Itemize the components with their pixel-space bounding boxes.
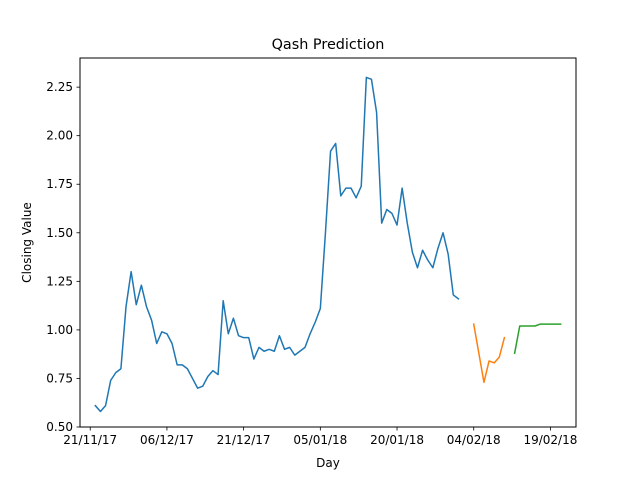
chart-title: Qash Prediction: [272, 37, 385, 53]
y-tick-label: 2.00: [46, 129, 73, 143]
x-tick-label: 19/02/18: [523, 433, 577, 447]
y-tick-label: 0.50: [46, 420, 73, 434]
series-line-2: [472, 323, 506, 384]
x-tick-label: 05/01/18: [293, 433, 347, 447]
y-axis-ticks: 0.50 0.75 1.00 1.25 1.50 1.75 2.00 2.25: [46, 80, 80, 434]
series-line-3: [513, 323, 562, 355]
x-tick-label: 21/12/17: [217, 433, 271, 447]
x-axis-ticks: 21/11/17 06/12/17 21/12/17 05/01/18 20/01/18…: [63, 427, 577, 447]
y-axis-label: Closing Value: [20, 202, 34, 283]
plot-frame: [79, 57, 577, 428]
series-line-1: [94, 76, 460, 413]
x-tick-label: 06/12/17: [140, 433, 194, 447]
series-group: [94, 76, 562, 413]
y-tick-label: 1.75: [46, 177, 73, 191]
y-tick-label: 1.50: [46, 226, 73, 240]
y-tick-label: 2.25: [46, 80, 73, 94]
y-tick-label: 0.75: [46, 371, 73, 385]
x-axis-label: Day: [316, 456, 340, 470]
x-tick-label: 20/01/18: [370, 433, 424, 447]
plot-background: [80, 58, 576, 427]
x-tick-label: 21/11/17: [63, 433, 117, 447]
y-tick-label: 1.00: [46, 323, 73, 337]
y-tick-label: 1.25: [46, 274, 73, 288]
x-tick-label: 04/02/18: [447, 433, 501, 447]
